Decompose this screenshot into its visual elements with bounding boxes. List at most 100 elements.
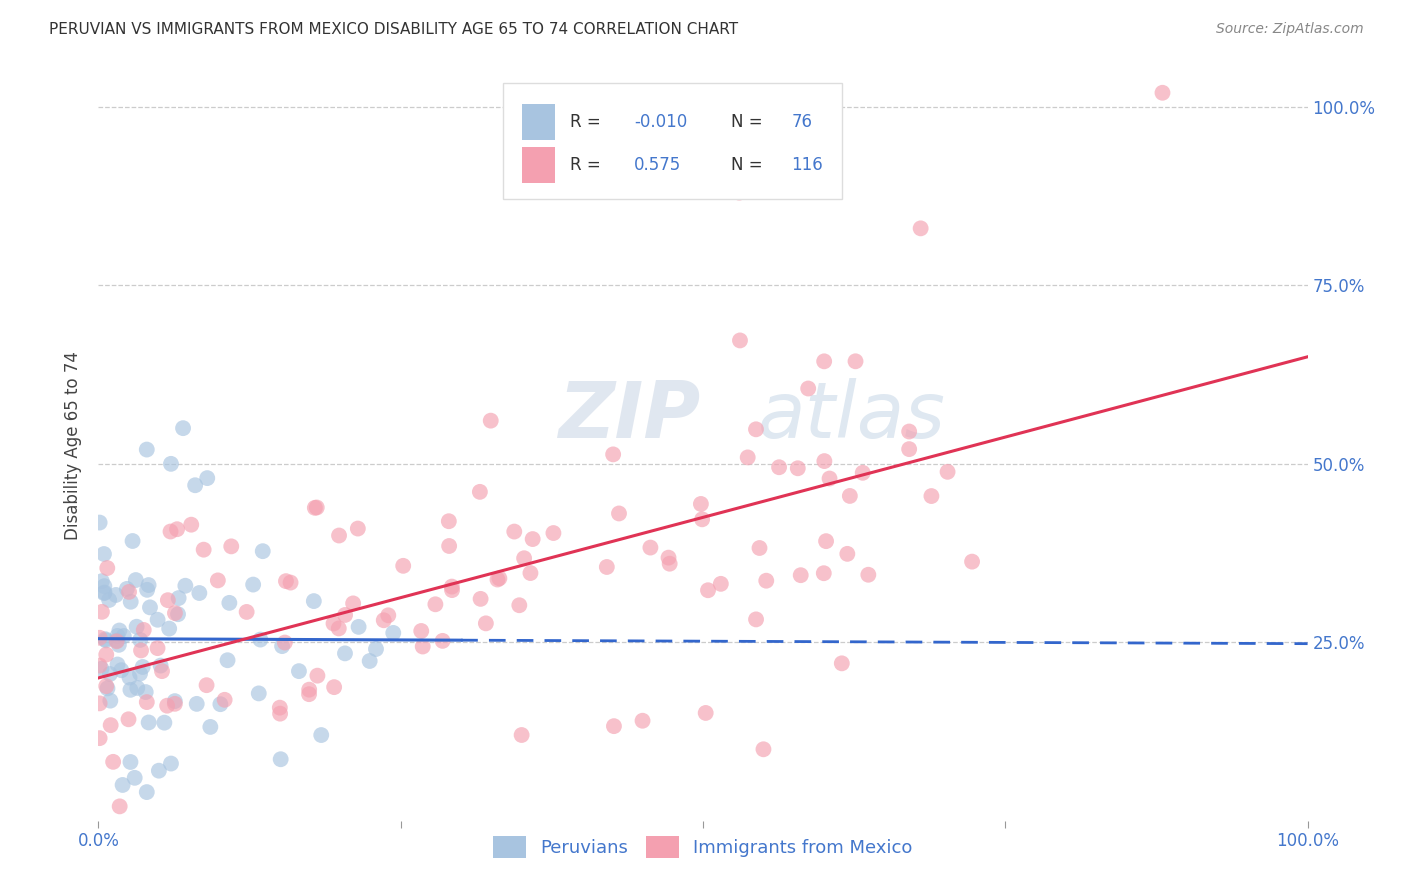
Point xyxy=(129,643,152,657)
Point xyxy=(89,516,111,530)
Point xyxy=(107,629,129,643)
Point xyxy=(280,575,302,590)
Point xyxy=(425,597,447,611)
Point xyxy=(658,557,681,571)
Point xyxy=(309,728,332,742)
Point xyxy=(271,639,294,653)
Point xyxy=(174,579,197,593)
Point xyxy=(328,622,350,636)
Point xyxy=(745,422,768,436)
Point xyxy=(441,583,464,598)
Text: 116: 116 xyxy=(792,156,823,174)
Point xyxy=(90,662,112,676)
Point xyxy=(214,693,236,707)
Point xyxy=(93,585,115,599)
Point xyxy=(195,678,218,692)
Point xyxy=(138,715,160,730)
Text: -0.010: -0.010 xyxy=(634,112,688,130)
Point xyxy=(89,658,111,673)
Point xyxy=(167,607,190,622)
Point xyxy=(138,578,160,592)
Point xyxy=(333,607,356,622)
Point xyxy=(112,629,135,643)
Point xyxy=(596,560,619,574)
Text: PERUVIAN VS IMMIGRANTS FROM MEXICO DISABILITY AGE 65 TO 74 CORRELATION CHART: PERUVIAN VS IMMIGRANTS FROM MEXICO DISAB… xyxy=(49,22,738,37)
Point xyxy=(96,561,118,575)
Point xyxy=(156,593,179,607)
Point xyxy=(195,471,218,485)
Point xyxy=(269,706,291,721)
Point xyxy=(111,778,134,792)
Point xyxy=(392,558,415,573)
Point xyxy=(373,613,395,627)
Point xyxy=(101,755,124,769)
Point xyxy=(342,596,364,610)
Point xyxy=(149,658,172,673)
Point xyxy=(252,544,274,558)
Legend: Peruvians, Immigrants from Mexico: Peruvians, Immigrants from Mexico xyxy=(486,829,920,865)
Point xyxy=(479,414,502,428)
Point xyxy=(167,591,190,605)
Point xyxy=(690,497,713,511)
Text: atlas: atlas xyxy=(758,378,945,454)
Point xyxy=(139,600,162,615)
Point xyxy=(818,471,841,485)
Point xyxy=(844,354,866,368)
Point xyxy=(125,620,148,634)
Point xyxy=(166,522,188,536)
Point xyxy=(105,634,128,648)
Point xyxy=(815,534,838,549)
Point xyxy=(118,671,141,685)
Point xyxy=(247,686,270,700)
Point xyxy=(813,566,835,581)
Point xyxy=(322,616,344,631)
Point xyxy=(347,620,370,634)
Point xyxy=(104,588,127,602)
Point xyxy=(412,640,434,654)
Point xyxy=(920,489,942,503)
Point xyxy=(108,799,131,814)
Point xyxy=(359,654,381,668)
Point xyxy=(107,657,129,672)
Point xyxy=(519,566,541,580)
Point xyxy=(117,712,139,726)
Point xyxy=(96,679,118,693)
Point xyxy=(522,532,544,546)
Point xyxy=(858,567,880,582)
Point xyxy=(437,514,460,528)
Point xyxy=(242,577,264,591)
Y-axis label: Disability Age 65 to 74: Disability Age 65 to 74 xyxy=(65,351,83,541)
Point xyxy=(328,528,350,542)
Point xyxy=(108,624,131,638)
Point xyxy=(382,626,405,640)
Point xyxy=(118,585,141,599)
Point xyxy=(898,442,921,457)
Point xyxy=(135,442,157,457)
Point xyxy=(508,599,530,613)
Point xyxy=(831,657,853,671)
Point xyxy=(488,571,510,585)
Point xyxy=(690,512,713,526)
Point xyxy=(790,568,813,582)
Point xyxy=(305,500,328,515)
Point xyxy=(160,756,183,771)
Point xyxy=(193,542,215,557)
Point xyxy=(120,682,142,697)
Text: ZIP: ZIP xyxy=(558,378,700,454)
Point xyxy=(748,541,770,555)
Point xyxy=(475,616,498,631)
Text: R =: R = xyxy=(569,112,600,130)
Point xyxy=(135,785,157,799)
Point xyxy=(98,693,121,707)
Text: 0.575: 0.575 xyxy=(634,156,682,174)
Point xyxy=(160,457,183,471)
Point xyxy=(96,681,118,696)
Point xyxy=(100,718,122,732)
Point xyxy=(631,714,654,728)
Point xyxy=(131,660,153,674)
Point xyxy=(786,461,808,475)
Point xyxy=(302,594,325,608)
Point xyxy=(813,354,835,368)
Point xyxy=(153,715,176,730)
Point xyxy=(468,484,491,499)
